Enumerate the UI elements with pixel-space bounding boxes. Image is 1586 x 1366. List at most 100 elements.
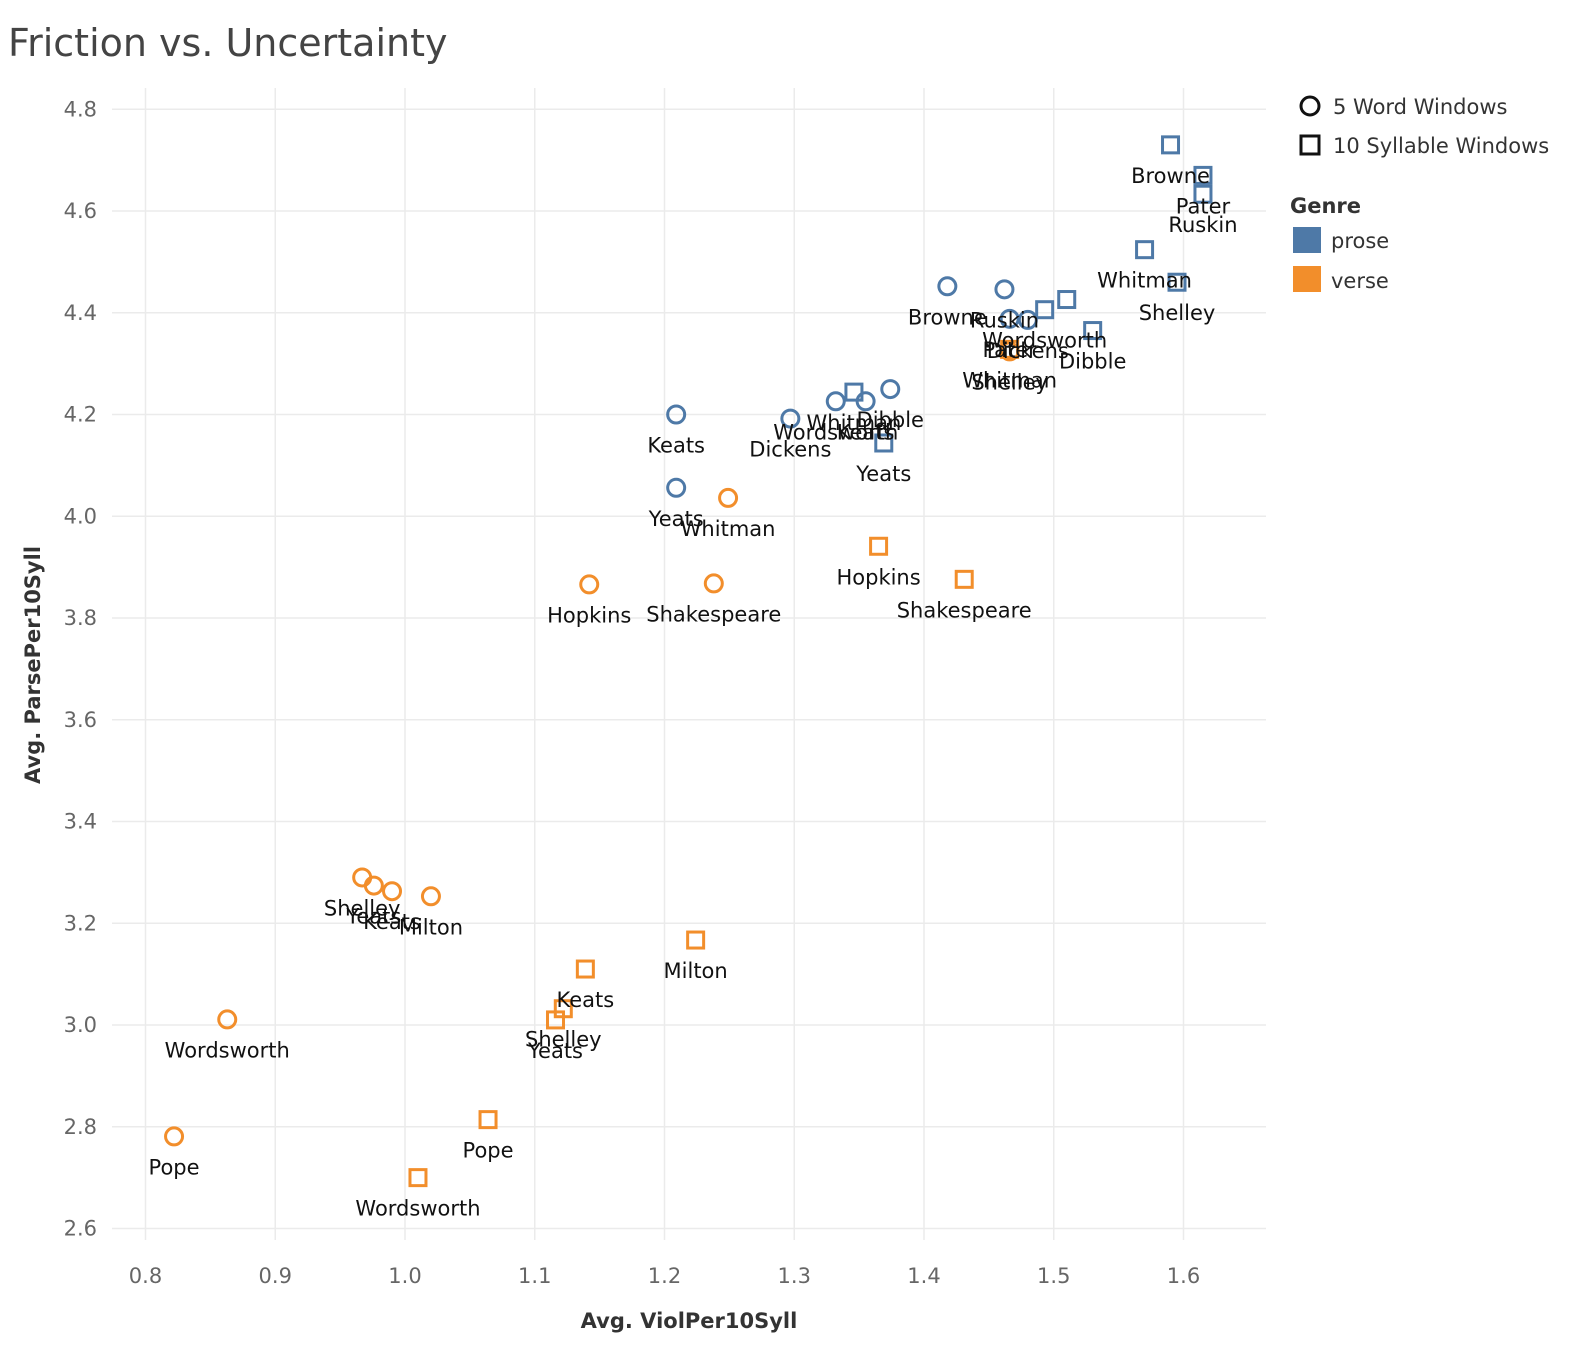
- point-label: Whitman: [962, 368, 1057, 392]
- point-label: Keats: [557, 988, 615, 1012]
- point-label: Browne: [908, 305, 987, 329]
- point-label: Shelley: [324, 896, 401, 920]
- point-label: Keats: [837, 420, 895, 444]
- point-label: Ruskin: [1168, 213, 1237, 237]
- legend-color-title: Genre: [1290, 194, 1361, 218]
- point-label: Browne: [1131, 164, 1210, 188]
- y-tick-label: 3.6: [64, 708, 97, 732]
- y-tick-label: 2.6: [64, 1217, 97, 1241]
- point-verse-square: [478, 1110, 498, 1130]
- point-label: Pater: [982, 338, 1037, 362]
- point-verse-circle: [718, 487, 739, 508]
- point-verse-circle: [420, 886, 441, 907]
- point-label: Wordsworth: [355, 1197, 480, 1221]
- point-label: Keats: [647, 434, 705, 458]
- point-verse-square: [408, 1168, 428, 1188]
- point-verse-square: [1000, 339, 1020, 359]
- y-tick-label: 3.4: [64, 810, 97, 834]
- point-verse-circle: [363, 875, 384, 896]
- point-prose-square: [1035, 300, 1055, 320]
- point-label: Yeats: [855, 462, 911, 486]
- point-prose-circle: [666, 404, 687, 425]
- x-tick-label: 1.2: [648, 1264, 681, 1288]
- legend-label-prose: prose: [1331, 229, 1389, 253]
- x-tick-label: 1.6: [1167, 1264, 1200, 1288]
- point-prose-circle: [880, 379, 901, 400]
- y-tick-label: 4.8: [64, 97, 97, 121]
- point-label: Dibble: [1059, 350, 1126, 374]
- point-verse-circle: [579, 574, 600, 595]
- point-verse-square: [686, 930, 706, 950]
- point-verse-circle: [382, 881, 403, 902]
- point-label: Whitman: [1097, 269, 1192, 293]
- point-label: Pope: [149, 1155, 200, 1179]
- point-prose-square: [874, 433, 894, 453]
- point-label: Dickens: [987, 339, 1069, 363]
- x-tick-label: 1.5: [1037, 1264, 1070, 1288]
- point-labels: KeatsYeatsDickensWordsworthKeatsDibbleBr…: [149, 164, 1238, 1221]
- point-label: Yeats: [527, 1039, 583, 1063]
- legend-square-marker: [1299, 134, 1321, 156]
- legend-swatch-prose: [1293, 227, 1321, 253]
- y-tick-label: 3.2: [64, 911, 97, 935]
- point-label: Dickens: [749, 438, 831, 462]
- chart-title: Friction vs. Uncertainty: [8, 21, 448, 65]
- point-label: Shelley: [1139, 301, 1216, 325]
- legend: 5 Word Windows 10 Syllable Windows Genre…: [1290, 95, 1549, 293]
- point-label: Ruskin: [970, 308, 1039, 332]
- x-axis-title: Avg. ViolPer10Syll: [581, 1309, 798, 1333]
- point-label: Whitman: [807, 411, 902, 435]
- point-prose-square: [1193, 165, 1213, 185]
- y-tick-label: 3.8: [64, 606, 97, 630]
- point-verse-circle: [164, 1126, 185, 1147]
- point-prose-square: [1161, 135, 1181, 155]
- point-verse-square: [575, 959, 595, 979]
- point-label: Milton: [399, 915, 463, 939]
- y-tick-label: 4.6: [64, 199, 97, 223]
- x-tick-label: 1.1: [518, 1264, 551, 1288]
- legend-shape-label-circle: 5 Word Windows: [1333, 95, 1507, 119]
- y-tick-label: 3.0: [64, 1013, 97, 1037]
- legend-swatch-verse: [1293, 266, 1321, 292]
- point-prose-square: [1135, 240, 1155, 260]
- x-tick-label: 0.8: [129, 1264, 162, 1288]
- point-label: Milton: [664, 959, 728, 983]
- legend-label-verse: verse: [1331, 269, 1389, 293]
- legend-circle-marker: [1299, 95, 1321, 117]
- point-prose-circle: [780, 408, 801, 429]
- point-prose-circle: [937, 276, 958, 297]
- point-prose-square: [1057, 290, 1077, 310]
- point-verse-circle: [217, 1009, 238, 1030]
- x-tick-label: 1.4: [907, 1264, 940, 1288]
- y-tick-label: 4.0: [64, 504, 97, 528]
- point-label: Shakespeare: [646, 602, 781, 626]
- point-label: Yeats: [345, 905, 401, 929]
- x-axis-ticks: 0.8 0.9 1.0 1.1 1.2 1.3 1.4 1.5 1.6: [129, 1264, 1200, 1288]
- y-tick-label: 4.2: [64, 403, 97, 427]
- point-label: Keats: [363, 910, 421, 934]
- point-verse-circle: [703, 573, 724, 594]
- point-label: Pater: [1176, 194, 1231, 218]
- point-label: Pope: [463, 1139, 514, 1163]
- gridlines: [112, 88, 1266, 1240]
- y-axis-ticks: 2.6 2.8 3.0 3.2 3.4 3.6 3.8 4.0 4.2 4.4 4.6 4.8: [64, 97, 97, 1240]
- data-points: [164, 135, 1213, 1188]
- point-prose-circle: [1017, 309, 1038, 330]
- legend-shape-label-square: 10 Syllable Windows: [1333, 134, 1549, 158]
- x-tick-label: 1.3: [778, 1264, 811, 1288]
- point-verse-square: [869, 536, 889, 556]
- x-tick-label: 1.0: [388, 1264, 421, 1288]
- x-tick-label: 0.9: [259, 1264, 292, 1288]
- point-label: Wordsworth: [982, 329, 1107, 353]
- point-prose-square: [1167, 272, 1187, 292]
- point-prose-circle: [994, 279, 1015, 300]
- point-label: Dibble: [857, 408, 924, 432]
- point-prose-square: [1083, 321, 1103, 341]
- y-tick-label: 2.8: [64, 1115, 97, 1139]
- point-label: Shakespeare: [897, 598, 1032, 622]
- point-prose-circle: [825, 391, 846, 412]
- point-label: Wordsworth: [165, 1038, 290, 1062]
- point-prose-square: [844, 382, 864, 402]
- point-label: Hopkins: [836, 565, 920, 589]
- point-label: Yeats: [648, 507, 704, 531]
